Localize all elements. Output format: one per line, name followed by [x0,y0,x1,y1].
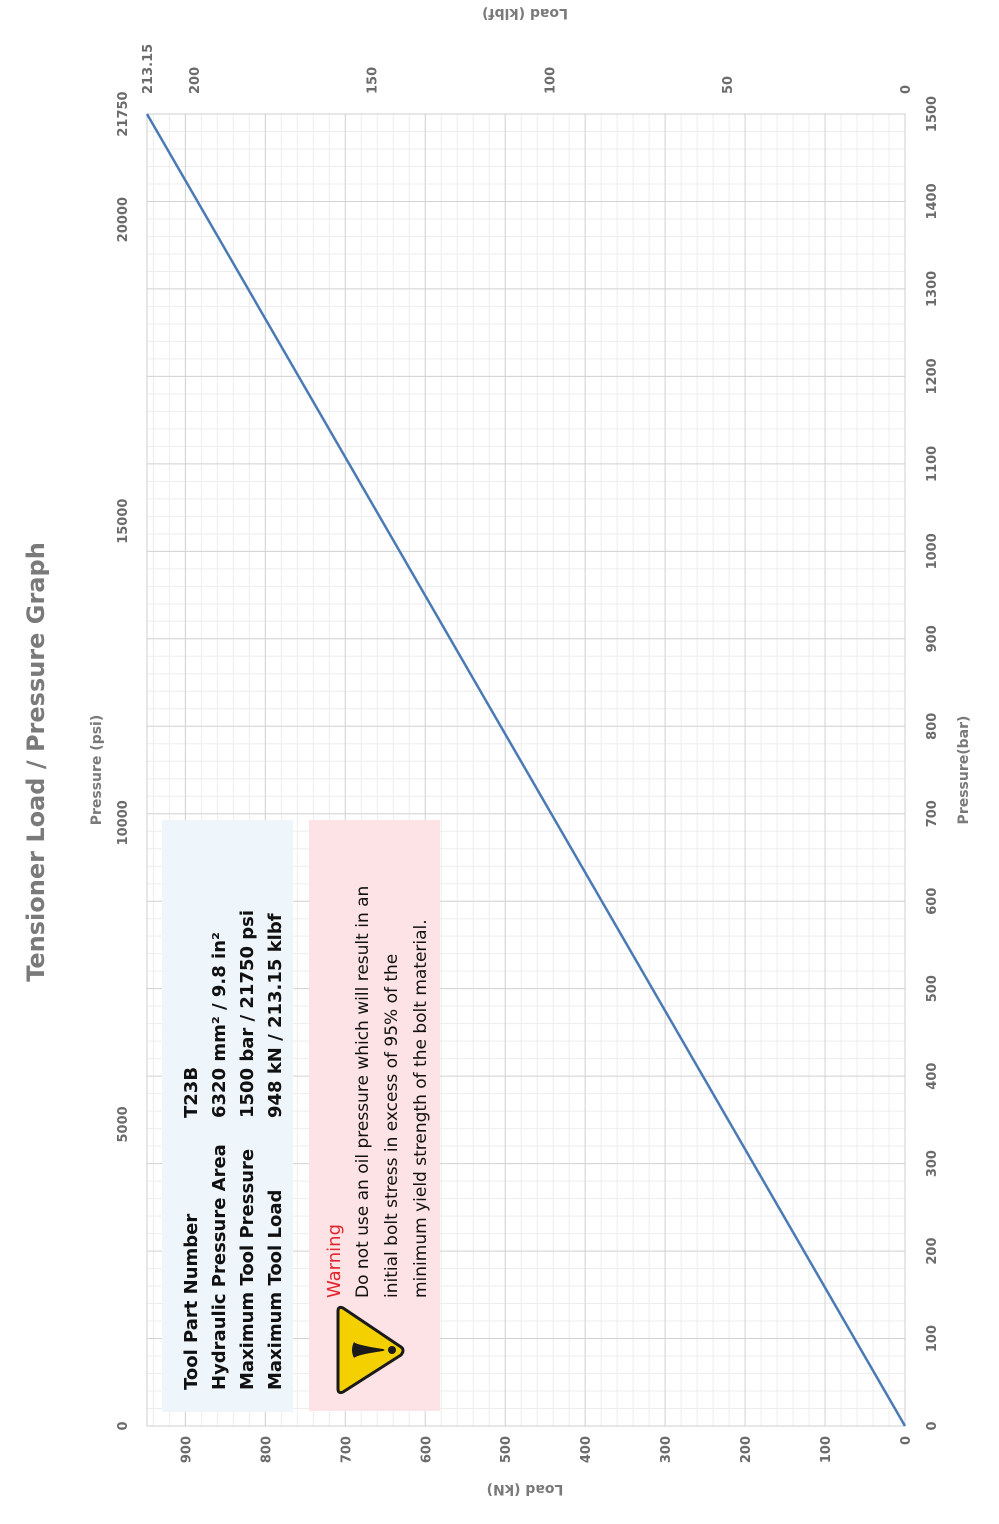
bar-tick-label: 0 [925,1421,940,1430]
bar-tick-label: 900 [925,625,940,652]
klbf-tick-label: 0 [899,85,914,94]
info-label: Tool Part Number [181,1214,202,1390]
bar-tick-label: 800 [925,713,940,740]
bar-tick-label: 700 [925,800,940,827]
info-value: T23B [181,1067,202,1118]
klbf-tick-label: 200 [188,67,203,94]
klbf-axis-title: Load (klbf) [482,5,568,21]
warning-text-line: Do not use an oil pressure which will re… [353,886,373,1298]
bar-tick-label: 1300 [925,271,940,307]
bar-tick-label: 1100 [925,446,940,482]
klbf-tick-label: 100 [543,67,558,94]
bar-tick-label: 1500 [925,96,940,132]
plot-border [146,113,906,1427]
kn-tick-label: 0 [899,1436,914,1445]
psi-tick-label: 0 [116,1421,131,1430]
klbf-tick-label: 150 [366,67,381,94]
info-label: Hydraulic Pressure Area [209,1144,230,1390]
kn-tick-label: 600 [419,1436,434,1463]
info-label: Maximum Tool Load [265,1190,286,1390]
warning-text-line: initial bolt stress in excess of 95% of … [382,954,402,1298]
psi-tick-label: 15000 [116,499,131,544]
kn-tick-label: 700 [339,1436,354,1463]
kn-axis-title: Load (kN) [487,1481,564,1497]
bar-tick-label: 500 [925,975,940,1002]
chart-title: Tensioner Load / Pressure Graph [22,542,50,982]
kn-tick-label: 200 [739,1436,754,1463]
kn-tick-label: 300 [659,1436,674,1463]
info-label: Maximum Tool Pressure [237,1149,258,1390]
series-line [145,113,907,1427]
psi-tick-label: 21750 [116,91,131,136]
bar-tick-label: 1000 [925,533,940,569]
warning-exclamation-dot [388,1346,396,1354]
info-box [162,820,293,1412]
bar-tick-label: 600 [925,888,940,915]
psi-tick-label: 10000 [116,800,131,845]
warning-text-line: minimum yield strength of the bolt mater… [411,919,431,1298]
kn-tick-label: 800 [259,1436,274,1463]
warning-title: Warning [324,1224,345,1298]
kn-tick-label: 500 [499,1436,514,1463]
warning-exclamation-bar [352,1342,385,1358]
annotation-boxes: Tool Part Number T23B Hydraulic Pressure A… [162,820,440,1412]
psi-axis-title: Pressure (psi) [89,715,105,826]
info-value: 948 kN / 213.15 klbf [265,913,286,1118]
bar-tick-label: 200 [925,1237,940,1264]
bar-tick-label: 100 [925,1325,940,1352]
bar-tick-label: 400 [925,1063,940,1090]
chart-marks [145,113,907,1427]
warning-box [309,820,440,1411]
bar-tick-label: 1400 [925,183,940,219]
info-value: 6320 mm² / 9.8 in² [209,932,230,1118]
bar-tick-label: 300 [925,1150,940,1177]
kn-tick-label: 400 [579,1436,594,1463]
kn-tick-label: 100 [819,1436,834,1463]
info-value: 1500 bar / 21750 psi [237,910,258,1118]
psi-tick-label: 5000 [116,1106,131,1142]
bar-axis-title: Pressure(bar) [956,716,972,825]
klbf-tick-label: 213.15 [141,44,156,94]
psi-tick-label: 20000 [116,197,131,242]
kn-tick-label: 900 [179,1436,194,1463]
bar-tick-label: 1200 [925,358,940,394]
klbf-tick-label: 50 [721,76,736,94]
